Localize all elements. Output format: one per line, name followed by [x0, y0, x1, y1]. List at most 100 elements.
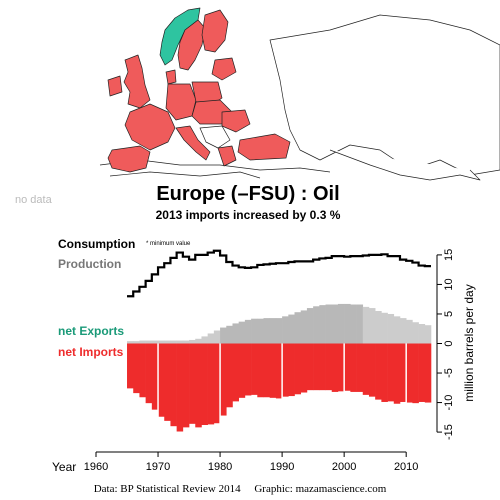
production-bar	[213, 330, 221, 344]
production-bar	[424, 325, 432, 344]
production-bar	[362, 306, 370, 344]
net-imports-bar	[300, 343, 308, 393]
production-bar	[418, 324, 426, 344]
production-bar	[406, 319, 413, 344]
net-imports-bar	[151, 343, 159, 410]
net-imports-bar	[238, 343, 246, 398]
net-imports-bar	[313, 343, 320, 391]
map-land-outline	[269, 14, 500, 176]
production-bar	[151, 340, 159, 344]
production-bar	[350, 304, 357, 344]
production-bar	[164, 340, 171, 344]
map-country-turkey	[237, 133, 291, 161]
net-imports-bar	[282, 343, 289, 397]
y-tick-label: -15	[443, 424, 455, 440]
net-imports-bar	[127, 343, 134, 389]
europe-map	[99, 7, 500, 181]
production-bar	[331, 304, 339, 344]
production-bar	[195, 338, 202, 344]
net-imports-bar	[213, 343, 221, 424]
net-imports-bar	[251, 343, 258, 395]
net-imports-bar	[145, 343, 153, 404]
legend-net-exports: net Exports	[58, 324, 124, 338]
production-bar	[189, 339, 196, 344]
y-tick-label: 0	[443, 340, 455, 346]
production-bar	[201, 336, 208, 344]
chart-subtitle: 2013 imports increased by 0.3 %	[156, 208, 341, 222]
y-tick-label: 10	[443, 278, 455, 290]
production-bar	[127, 341, 134, 344]
net-imports-bar	[263, 343, 271, 398]
production-bar	[158, 340, 165, 344]
net-imports-bar	[306, 343, 314, 391]
production-bar	[139, 340, 146, 344]
no-data-label: no data	[15, 194, 53, 206]
production-bar	[387, 313, 395, 344]
production-bar	[294, 312, 302, 344]
chart-title: Europe (–FSU) : Oil	[156, 183, 339, 205]
net-imports-bar	[387, 343, 395, 402]
net-imports-bar	[406, 343, 413, 403]
net-imports-bar	[375, 343, 382, 400]
production-bar	[182, 340, 190, 344]
net-imports-bar	[226, 343, 233, 408]
production-bar	[375, 311, 382, 344]
production-bar	[325, 304, 333, 344]
production-bar	[393, 316, 401, 344]
net-imports-bar	[164, 343, 171, 421]
map-country-uk	[123, 54, 151, 109]
x-tick-label: 1990	[270, 461, 294, 473]
legend-consumption: Consumption	[58, 237, 135, 251]
production-bar	[207, 333, 215, 344]
net-imports-bar	[207, 343, 215, 425]
map-country-nafrica	[109, 171, 261, 179]
net-imports-bar	[257, 343, 264, 398]
map-country-greece	[217, 145, 237, 167]
net-imports-bar	[139, 343, 146, 398]
production-bar	[269, 318, 277, 344]
production-bar	[251, 318, 258, 344]
x-axis-label: Year	[52, 460, 76, 474]
source-caption: Data: BP Statistical Review 2014 Graphic…	[94, 483, 387, 495]
net-imports-bar	[220, 343, 227, 416]
x-tick-label: 1960	[84, 461, 108, 473]
net-imports-bar	[418, 343, 426, 402]
y-tick-label: 5	[443, 311, 455, 317]
map-country-baltics	[211, 57, 237, 81]
net-imports-bar	[344, 343, 351, 391]
map-country-spain	[107, 145, 151, 173]
x-tick-label: 1970	[146, 461, 170, 473]
production-bar	[176, 340, 184, 344]
net-imports-bar	[294, 343, 302, 395]
production-bar	[133, 341, 140, 344]
net-imports-bar	[189, 343, 196, 424]
net-imports-bar	[350, 343, 357, 392]
net-imports-bar	[170, 343, 177, 427]
net-imports-bar	[275, 343, 283, 399]
map-country-romania	[221, 109, 251, 133]
production-bar	[344, 303, 351, 344]
net-imports-bar	[288, 343, 295, 397]
net-imports-bar	[424, 343, 432, 403]
net-imports-bar	[393, 343, 401, 404]
production-bar	[356, 304, 364, 344]
net-imports-bar	[158, 343, 165, 417]
x-tick-label: 2010	[394, 461, 418, 473]
net-imports-bar	[325, 343, 333, 391]
production-bar	[399, 318, 407, 344]
map-land-outline	[329, 149, 481, 181]
map-country-sweden	[177, 19, 206, 71]
net-imports-bar	[399, 343, 407, 402]
map-country-italy	[175, 125, 211, 161]
net-imports-bar	[133, 343, 140, 394]
net-imports-bar	[337, 343, 345, 392]
map-country-ireland	[107, 75, 123, 97]
net-imports-bar	[331, 343, 339, 392]
production-bar	[368, 308, 376, 344]
production-bar	[226, 325, 233, 344]
y-tick-label: -10	[443, 395, 455, 411]
production-bar	[300, 310, 308, 344]
production-bar	[282, 316, 289, 344]
net-imports-bar	[368, 343, 376, 397]
